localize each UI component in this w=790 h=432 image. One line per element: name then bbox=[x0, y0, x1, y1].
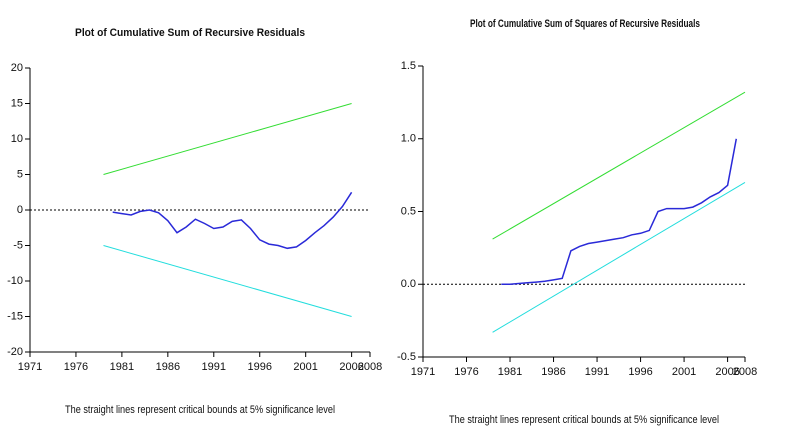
y-tick-label: 0.5 bbox=[401, 205, 416, 217]
y-tick-label: 5 bbox=[17, 168, 23, 180]
y-tick-label: 10 bbox=[11, 133, 23, 145]
x-tick-label: 1981 bbox=[498, 366, 522, 378]
x-tick-label: 1976 bbox=[64, 361, 88, 373]
x-tick-label: 1991 bbox=[202, 361, 226, 373]
y-tick-label: -15 bbox=[7, 310, 23, 322]
series-line bbox=[104, 246, 352, 317]
footnote: The straight lines represent critical bo… bbox=[65, 404, 335, 416]
x-tick-label: 2008 bbox=[358, 361, 382, 373]
x-tick-label: 2001 bbox=[293, 361, 317, 373]
x-tick-label: 1971 bbox=[18, 361, 42, 373]
x-tick-label: 1996 bbox=[628, 366, 652, 378]
y-tick-label: 1.5 bbox=[401, 60, 416, 72]
x-tick-label: 1991 bbox=[585, 366, 609, 378]
y-tick-label: -10 bbox=[7, 275, 23, 287]
y-tick-label: -20 bbox=[7, 346, 23, 358]
series-line bbox=[501, 139, 736, 284]
footnote: The straight lines represent critical bo… bbox=[449, 414, 719, 426]
y-tick-label: 0.0 bbox=[401, 278, 416, 290]
y-tick-label: 20 bbox=[11, 62, 23, 74]
y-tick-label: 0 bbox=[17, 204, 23, 216]
chart-title: Plot of Cumulative Sum of Recursive Resi… bbox=[75, 27, 305, 39]
x-tick-label: 2001 bbox=[672, 366, 696, 378]
series-line bbox=[104, 104, 352, 175]
x-tick-label: 1986 bbox=[156, 361, 180, 373]
x-tick-label: 1986 bbox=[541, 366, 565, 378]
x-tick-label: 1981 bbox=[110, 361, 134, 373]
x-tick-label: 2008 bbox=[733, 366, 757, 378]
x-tick-label: 1971 bbox=[411, 366, 435, 378]
x-tick-label: 1996 bbox=[247, 361, 271, 373]
x-tick-label: 1976 bbox=[454, 366, 478, 378]
series-line bbox=[113, 192, 352, 248]
y-tick-label: 1.0 bbox=[401, 133, 416, 145]
y-tick-label: -0.5 bbox=[397, 351, 416, 363]
series-line bbox=[493, 92, 745, 239]
page: Plot of Cumulative Sum of Recursive Resi… bbox=[0, 0, 790, 432]
y-tick-label: -5 bbox=[13, 239, 23, 251]
chart-title: Plot of Cumulative Sum of Squares of Rec… bbox=[470, 18, 700, 30]
y-tick-label: 15 bbox=[11, 97, 23, 109]
chart: Plot of Cumulative Sum of Recursive Resi… bbox=[0, 0, 790, 432]
series-line bbox=[493, 182, 745, 332]
